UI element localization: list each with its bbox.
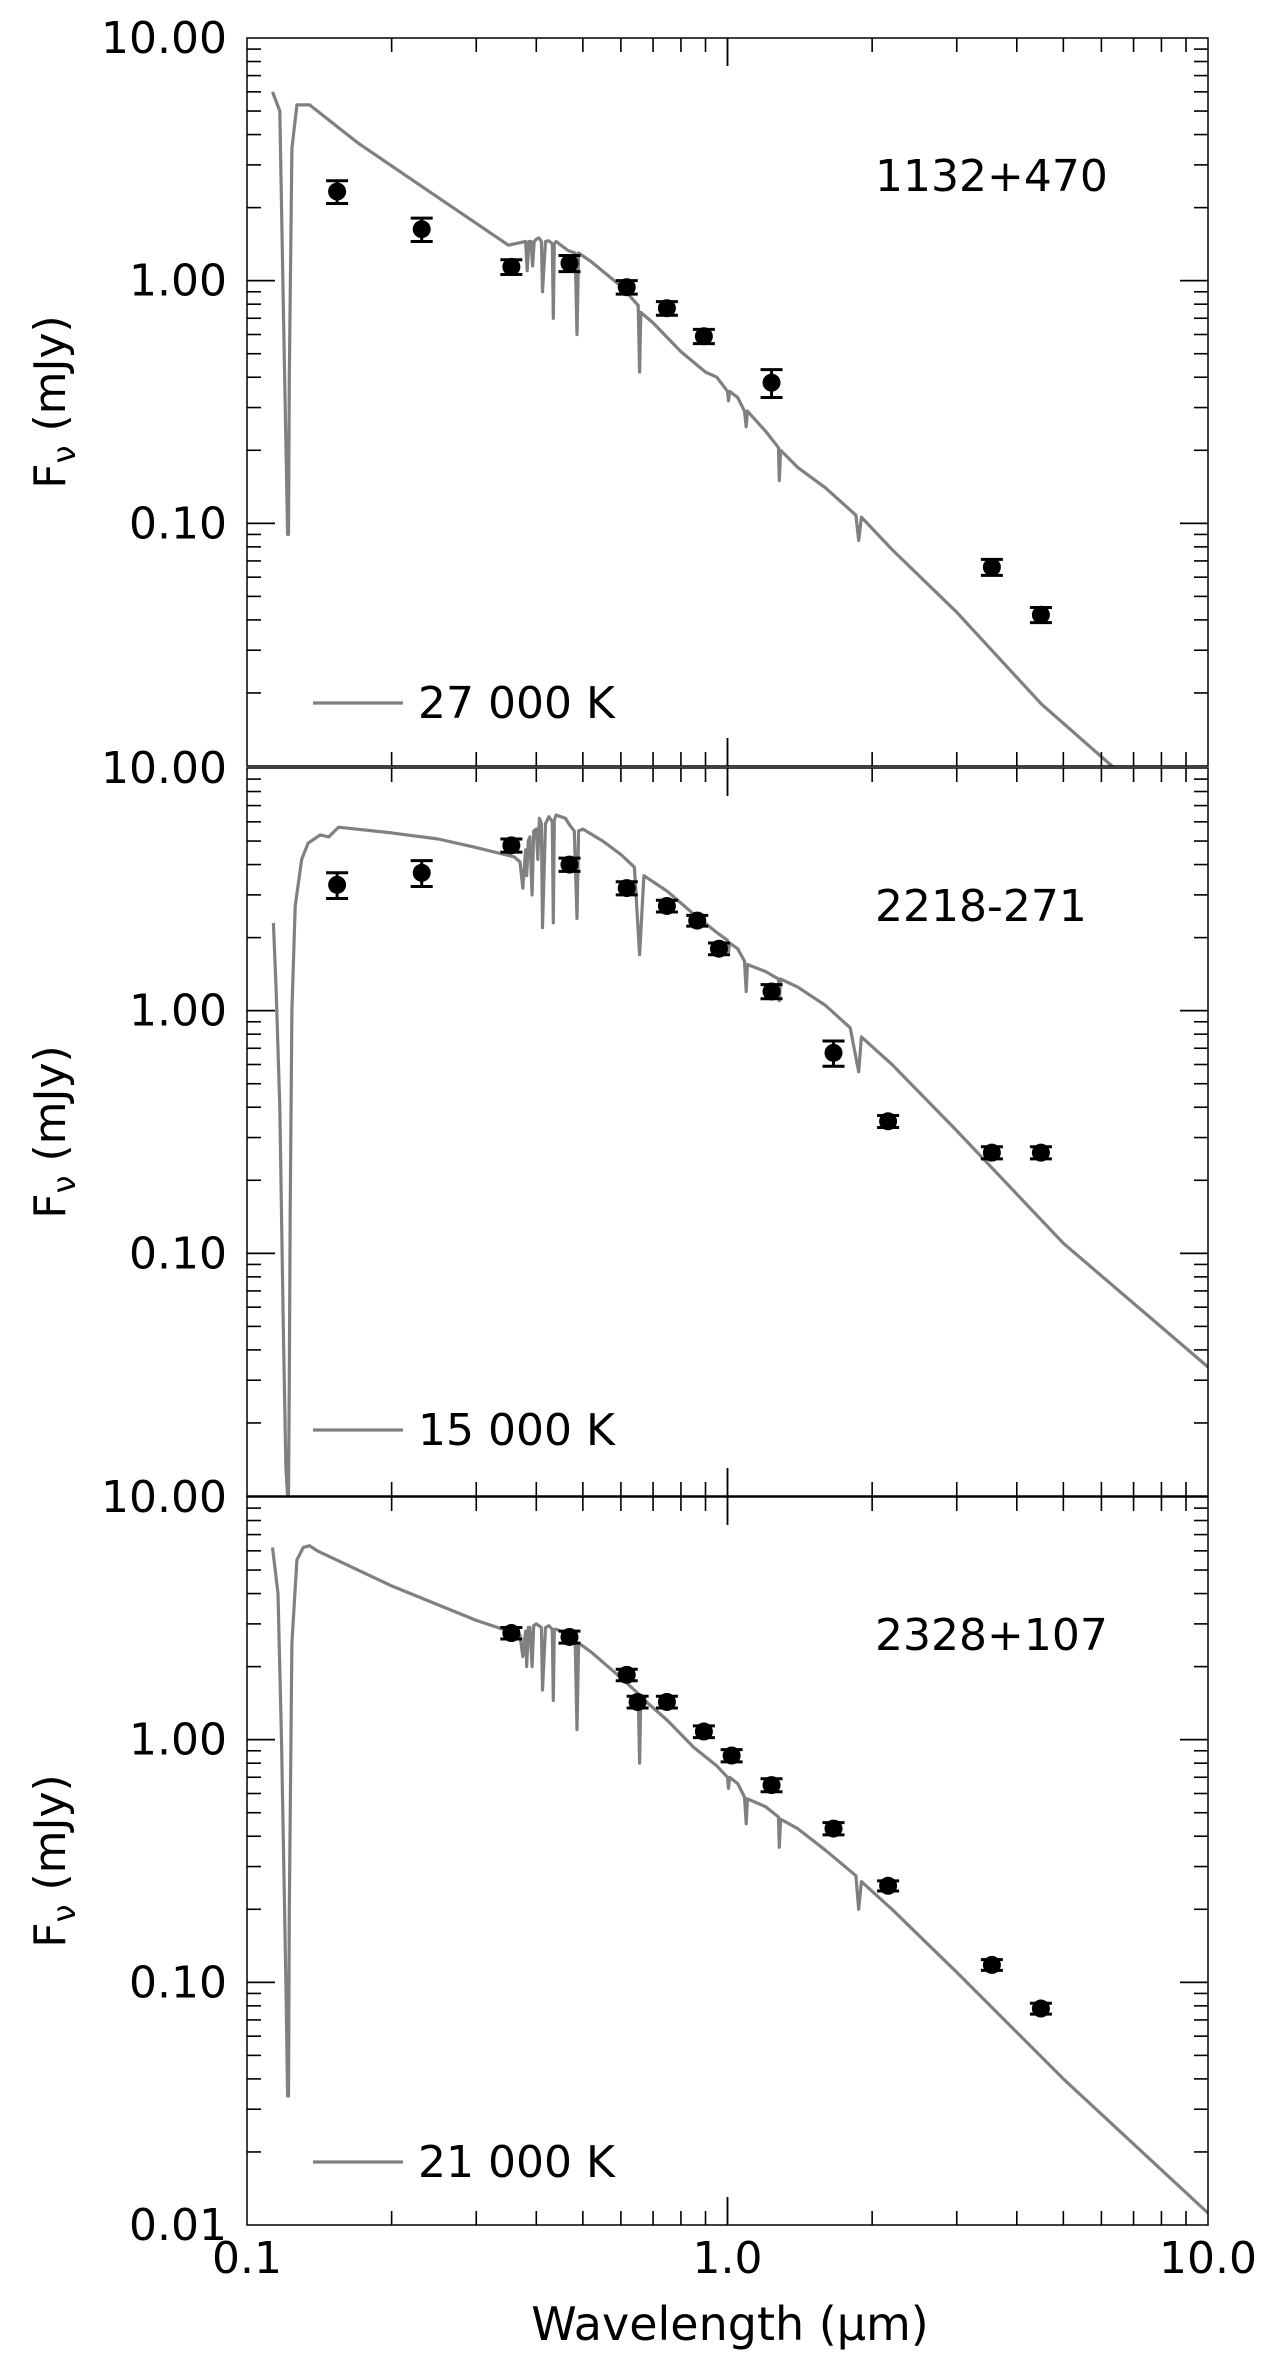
y-axis-label: Fν (mJy) [25, 315, 83, 488]
photometry-point [1031, 1999, 1050, 2018]
photometry-point [879, 1876, 898, 1895]
photometry-point [617, 278, 636, 297]
photometry-point [762, 373, 781, 392]
x-tick-label: 0.1 [212, 2233, 282, 2284]
photometry-point [1031, 1143, 1050, 1162]
y-tick-label: 10.00 [101, 1472, 227, 1523]
photometry-point [657, 896, 676, 915]
photometry-point [617, 1665, 636, 1684]
photometry-point [560, 1627, 579, 1646]
legend-label: 21 000 K [418, 2137, 616, 2188]
y-axis-label-main: F [25, 1922, 76, 1947]
panel-1: 10.00 1.00 0.10 Fν (mJy) 1132+470 27 000 K [25, 13, 1209, 767]
panel-2: 10.00 1.00 0.10 Fν (mJy) 2218-271 15 000 K [25, 743, 1209, 1497]
photometry-point [412, 220, 431, 239]
y-tick-label: 0.01 [129, 2200, 227, 2251]
photometry-point [560, 254, 579, 273]
photometry-point [628, 1692, 647, 1711]
photometry-point [982, 558, 1001, 577]
y-axis-label-main: F [25, 1193, 76, 1218]
y-axis-label-unit: (mJy) [25, 1774, 76, 1904]
y-axis-label: Fν (mJy) [25, 1045, 83, 1218]
photometry-point [722, 1746, 741, 1765]
photometry-point [657, 1692, 676, 1711]
y-tick-label: 10.00 [101, 743, 227, 794]
photometry-point [328, 182, 347, 201]
y-tick-label: 0.10 [129, 498, 227, 549]
star-name-label: 1132+470 [875, 151, 1108, 202]
model-spectrum-line [271, 91, 1115, 766]
photometry-point [824, 1043, 843, 1062]
y-axis-label-unit: (mJy) [25, 315, 76, 445]
y-tick-label: 0.10 [129, 1957, 227, 2008]
photometry-point [709, 939, 728, 958]
photometry-point [502, 1624, 521, 1643]
y-tick-label: 1.00 [129, 1715, 227, 1766]
photometry-point [982, 1955, 1001, 1974]
photometry-point [328, 875, 347, 894]
x-axis-label: Wavelength (μm) [531, 2297, 928, 2351]
photometry-point [982, 1143, 1001, 1162]
y-axis-label-sub: ν [45, 1905, 83, 1923]
legend-label: 27 000 K [418, 678, 616, 729]
photometry-point [688, 911, 707, 930]
photometry-point [657, 299, 676, 318]
photometry-point [824, 1819, 843, 1838]
legend-label: 15 000 K [418, 1405, 616, 1456]
model-spectrum-line [271, 813, 1208, 1496]
photometry-point [502, 257, 521, 276]
star-name-label: 2218-271 [875, 881, 1087, 932]
photometry-point [694, 1722, 713, 1741]
y-axis-label-unit: (mJy) [25, 1045, 76, 1175]
photometry-point [762, 982, 781, 1001]
plot-frame [246, 767, 1209, 1497]
y-tick-label: 1.00 [129, 256, 227, 307]
y-axis-label-main: F [25, 463, 76, 488]
y-axis-label-sub: ν [45, 446, 83, 464]
plot-frame [246, 1496, 1209, 2226]
photometry-point [560, 855, 579, 874]
x-tick-label: 10.0 [1159, 2233, 1257, 2284]
photometry-point [502, 836, 521, 855]
photometry-point [412, 863, 431, 882]
panel-3: 10.00 1.00 0.10 0.01 Fν (mJy) 2328+107 21 000 … [25, 1472, 1209, 2251]
y-axis-label-sub: ν [45, 1176, 83, 1194]
photometry-point [879, 1112, 898, 1131]
photometry-point [617, 879, 636, 898]
photometry-point [1031, 605, 1050, 624]
y-tick-label: 10.00 [101, 13, 227, 64]
y-tick-label: 1.00 [129, 986, 227, 1037]
y-axis-label: Fν (mJy) [25, 1774, 83, 1947]
photometry-point [694, 327, 713, 346]
y-tick-label: 0.10 [129, 1228, 227, 1279]
x-tick-label: 1.0 [693, 2233, 763, 2284]
star-name-label: 2328+107 [875, 1610, 1108, 1661]
photometry-point [762, 1776, 781, 1795]
